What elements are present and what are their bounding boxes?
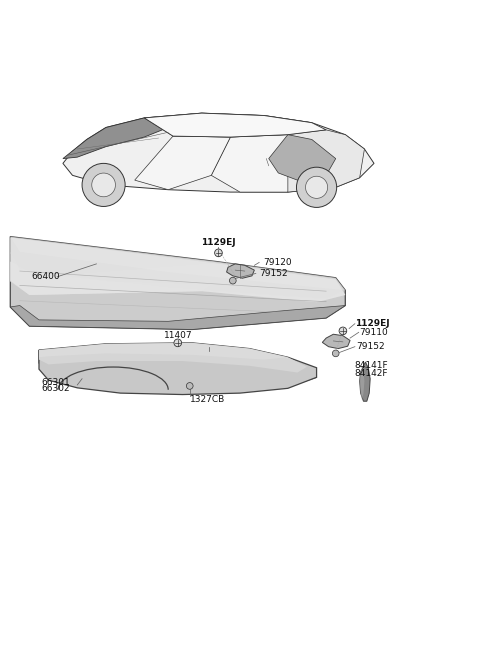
Polygon shape: [63, 113, 374, 192]
Text: 66301: 66301: [41, 378, 70, 386]
Text: 79152: 79152: [259, 269, 288, 278]
Polygon shape: [39, 343, 317, 395]
Polygon shape: [10, 238, 345, 302]
Text: 11407: 11407: [165, 331, 193, 340]
Text: 66302: 66302: [41, 384, 70, 394]
Circle shape: [82, 164, 125, 206]
Polygon shape: [10, 238, 211, 295]
Polygon shape: [10, 238, 345, 302]
Circle shape: [186, 382, 193, 390]
Text: 84142F: 84142F: [354, 369, 387, 378]
Polygon shape: [10, 306, 345, 329]
Text: 79110: 79110: [360, 328, 388, 337]
Polygon shape: [39, 343, 288, 359]
Text: 79120: 79120: [263, 258, 291, 267]
Text: 84141F: 84141F: [354, 361, 387, 371]
Circle shape: [92, 173, 116, 196]
Polygon shape: [135, 136, 230, 190]
Circle shape: [297, 168, 336, 208]
Circle shape: [174, 339, 181, 347]
Text: 1129EJ: 1129EJ: [355, 319, 389, 328]
Circle shape: [306, 176, 328, 198]
Text: 66400: 66400: [32, 272, 60, 281]
Polygon shape: [63, 118, 168, 158]
Polygon shape: [360, 362, 370, 401]
Polygon shape: [227, 264, 254, 279]
Polygon shape: [10, 237, 345, 299]
Text: 1327CB: 1327CB: [190, 395, 225, 404]
Polygon shape: [269, 135, 336, 180]
Polygon shape: [39, 350, 317, 393]
Text: 1129EJ: 1129EJ: [201, 238, 236, 247]
Polygon shape: [144, 113, 312, 137]
Circle shape: [332, 350, 339, 357]
Polygon shape: [10, 237, 345, 290]
Polygon shape: [360, 369, 364, 400]
Polygon shape: [10, 237, 345, 329]
Polygon shape: [211, 135, 312, 192]
Polygon shape: [288, 130, 364, 192]
Polygon shape: [144, 113, 326, 137]
Circle shape: [339, 327, 347, 334]
Text: 79152: 79152: [356, 342, 384, 351]
Polygon shape: [323, 334, 350, 349]
Polygon shape: [39, 343, 307, 373]
Circle shape: [229, 277, 236, 284]
Circle shape: [215, 249, 222, 257]
